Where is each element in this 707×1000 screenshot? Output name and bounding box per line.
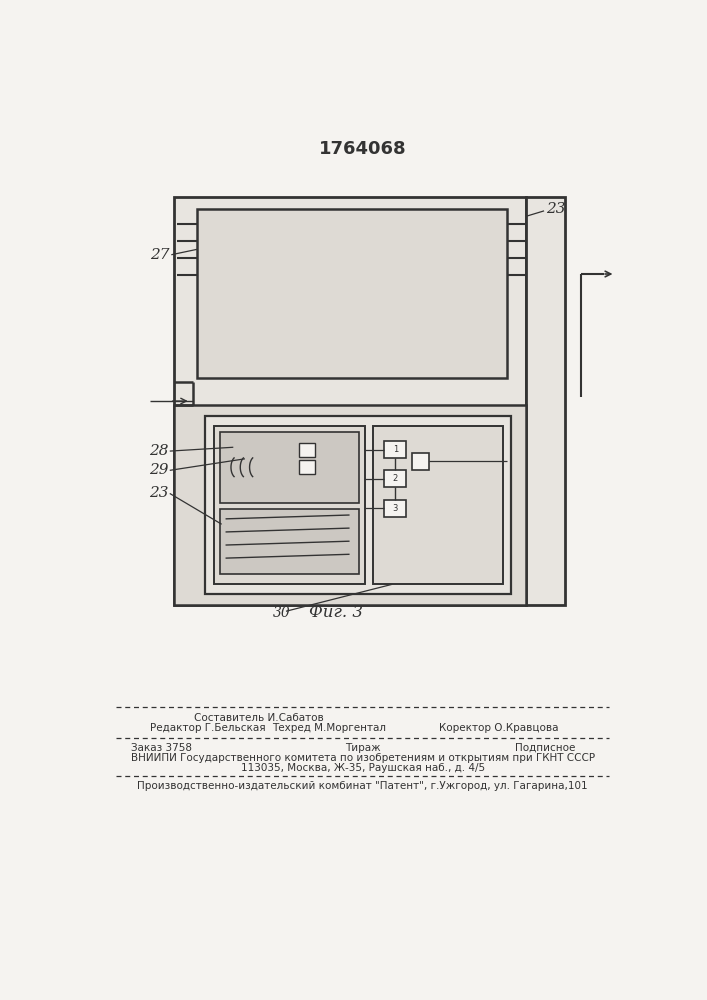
Text: Фиг. 3: Фиг. 3 — [310, 604, 363, 621]
Bar — [385, 470, 406, 487]
Text: 27: 27 — [151, 248, 170, 262]
Bar — [220, 432, 359, 503]
Text: ВНИИПИ Государственного комитета по изобретениям и открытиям при ГКНТ СССР: ВНИИПИ Государственного комитета по изоб… — [131, 753, 595, 763]
Bar — [197, 209, 507, 378]
Bar — [412, 453, 429, 470]
Bar — [385, 441, 406, 458]
Text: 113035, Москва, Ж-35, Раушская наб., д. 4/5: 113035, Москва, Ж-35, Раушская наб., д. … — [240, 763, 485, 773]
Text: Техред М.Моргентал: Техред М.Моргентал — [271, 723, 385, 733]
Text: Подписное: Подписное — [515, 743, 575, 753]
Text: 1764068: 1764068 — [319, 140, 407, 158]
Text: 30: 30 — [273, 606, 291, 620]
Bar — [220, 509, 359, 574]
Bar — [299, 443, 315, 457]
Text: 29: 29 — [148, 463, 168, 477]
Text: 1: 1 — [392, 445, 398, 454]
Bar — [373, 426, 503, 584]
Text: 28: 28 — [148, 444, 168, 458]
Text: 23: 23 — [546, 202, 565, 216]
Text: Редактор Г.Бельская: Редактор Г.Бельская — [151, 723, 266, 733]
Bar — [526, 197, 565, 605]
Bar — [214, 426, 365, 584]
Text: 23: 23 — [148, 486, 168, 500]
Text: 2: 2 — [392, 474, 398, 483]
Text: Заказ 3758: Заказ 3758 — [131, 743, 192, 753]
Bar — [204, 416, 510, 594]
Bar — [299, 460, 315, 474]
Bar — [385, 500, 406, 517]
Text: Коректор О.Кравцова: Коректор О.Кравцова — [439, 723, 559, 733]
Text: Составитель И.Сабатов: Составитель И.Сабатов — [194, 713, 324, 723]
Text: Тираж: Тираж — [345, 743, 380, 753]
Bar — [174, 405, 526, 605]
Bar — [174, 197, 526, 605]
Text: Производственно-издательский комбинат "Патент", г.Ужгород, ул. Гагарина,101: Производственно-издательский комбинат "П… — [137, 781, 588, 791]
Text: 3: 3 — [392, 504, 398, 513]
